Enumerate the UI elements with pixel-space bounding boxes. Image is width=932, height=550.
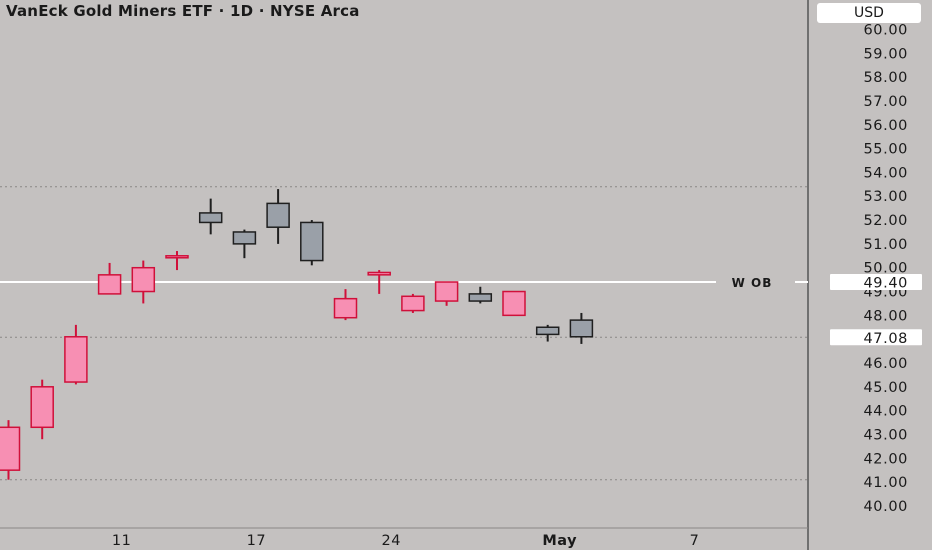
level-price-tag: 49.40 <box>863 275 908 291</box>
x-axis-tick-label: 17 <box>247 533 266 549</box>
candle-body[interactable] <box>198 212 223 224</box>
candle-body[interactable] <box>30 386 54 429</box>
candle-body[interactable] <box>131 266 156 293</box>
y-axis-tick-label: 44.00 <box>863 404 908 420</box>
candle-body[interactable] <box>232 231 257 245</box>
candle-body[interactable] <box>266 202 290 228</box>
y-axis-tick-label: 57.00 <box>863 94 908 110</box>
chart-title: VanEck Gold Miners ETF · 1D · NYSE Arca <box>6 2 360 20</box>
y-axis-tick-label: 60.00 <box>863 23 908 39</box>
y-axis-tick-label: 52.00 <box>863 213 908 229</box>
y-axis-tick-label: 50.00 <box>863 261 908 277</box>
y-axis-tick-label: 45.00 <box>863 380 908 396</box>
y-axis-tick-label: 58.00 <box>863 70 908 86</box>
y-axis-tick-label: 43.00 <box>863 427 908 443</box>
y-axis-tick-label: 54.00 <box>863 165 908 181</box>
x-axis-tick-label: 7 <box>690 533 700 549</box>
candle-body[interactable] <box>535 326 560 336</box>
candle-body[interactable] <box>0 426 21 471</box>
candle-body[interactable] <box>367 271 391 276</box>
last-price-tag-bg <box>830 329 922 346</box>
last-price-tag: 47.08 <box>863 331 908 347</box>
level-line-label: W OB <box>732 276 773 290</box>
currency-button[interactable]: USD <box>817 3 921 23</box>
candle-body[interactable] <box>64 336 88 383</box>
y-axis-tick-label: 59.00 <box>863 46 908 62</box>
y-axis-tick-label: 56.00 <box>863 118 908 134</box>
y-axis-tick-label: 55.00 <box>863 142 908 158</box>
x-axis-tick-label: May <box>542 533 577 549</box>
y-axis-tick-label: 51.00 <box>863 237 908 253</box>
candle-body[interactable] <box>502 290 526 317</box>
candle-body[interactable] <box>300 221 324 262</box>
candle-body[interactable] <box>569 319 594 338</box>
x-axis-tick-label: 24 <box>381 533 400 549</box>
candle-body[interactable] <box>333 297 358 319</box>
level-price-tag-bg <box>830 273 922 290</box>
candle-body[interactable] <box>434 281 459 302</box>
y-axis-tick-label: 53.00 <box>863 189 908 205</box>
x-axis-tick-label: 11 <box>112 533 131 549</box>
y-axis-tick-label: 40.00 <box>863 499 908 515</box>
y-axis-tick-label: 42.00 <box>863 451 908 467</box>
y-axis-tick-label: 46.00 <box>863 356 908 372</box>
candle-body[interactable] <box>97 274 122 295</box>
candle-body[interactable] <box>468 293 493 302</box>
candle-body[interactable] <box>165 255 189 259</box>
y-axis-tick-label: 41.00 <box>863 475 908 491</box>
y-axis-tick-label: 48.00 <box>863 308 908 324</box>
candle-body[interactable] <box>401 295 425 312</box>
